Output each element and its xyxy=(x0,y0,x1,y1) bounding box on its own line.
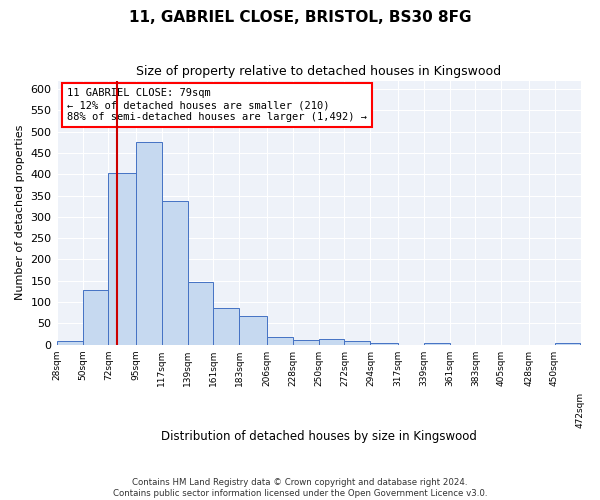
Bar xyxy=(319,338,344,344)
Bar xyxy=(214,308,239,344)
Bar xyxy=(188,282,214,344)
Bar xyxy=(266,337,293,344)
Text: 11 GABRIEL CLOSE: 79sqm
← 12% of detached houses are smaller (210)
88% of semi-d: 11 GABRIEL CLOSE: 79sqm ← 12% of detache… xyxy=(67,88,367,122)
Bar xyxy=(136,142,161,344)
Text: 472sqm: 472sqm xyxy=(576,392,585,428)
Bar xyxy=(370,343,398,344)
Text: 11, GABRIEL CLOSE, BRISTOL, BS30 8FG: 11, GABRIEL CLOSE, BRISTOL, BS30 8FG xyxy=(129,10,471,25)
Title: Size of property relative to detached houses in Kingswood: Size of property relative to detached ho… xyxy=(136,65,501,78)
Text: Contains HM Land Registry data © Crown copyright and database right 2024.
Contai: Contains HM Land Registry data © Crown c… xyxy=(113,478,487,498)
Bar xyxy=(83,290,109,344)
Bar xyxy=(56,341,83,344)
Bar xyxy=(161,200,188,344)
X-axis label: Distribution of detached houses by size in Kingswood: Distribution of detached houses by size … xyxy=(161,430,476,444)
Bar xyxy=(109,172,136,344)
Y-axis label: Number of detached properties: Number of detached properties xyxy=(15,125,25,300)
Bar xyxy=(293,340,319,344)
Bar xyxy=(239,316,266,344)
Bar xyxy=(344,341,370,344)
